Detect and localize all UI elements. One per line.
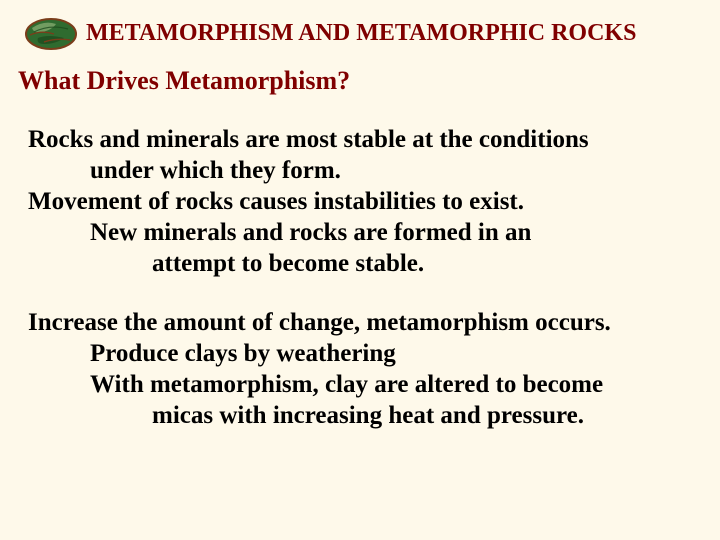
body-line: Movement of rocks causes instabilities t… [28, 186, 696, 217]
rock-icon [24, 14, 78, 52]
paragraph-block: Rocks and minerals are most stable at th… [28, 124, 696, 279]
body-line: Rocks and minerals are most stable at th… [28, 124, 696, 155]
body-line: With metamorphism, clay are altered to b… [90, 369, 696, 400]
body-line: attempt to become stable. [152, 248, 696, 279]
body-line: Produce clays by weathering [90, 338, 696, 369]
paragraph-block: Increase the amount of change, metamorph… [28, 307, 696, 431]
body-line: New minerals and rocks are formed in an [90, 217, 696, 248]
slide-title: METAMORPHISM AND METAMORPHIC ROCKS [86, 20, 636, 47]
slide-container: METAMORPHISM AND METAMORPHIC ROCKS What … [0, 0, 720, 540]
body-line: under which they form. [90, 155, 696, 186]
header-row: METAMORPHISM AND METAMORPHIC ROCKS [24, 14, 696, 52]
slide-subtitle: What Drives Metamorphism? [18, 66, 696, 96]
body-line: micas with increasing heat and pressure. [152, 400, 696, 431]
body-line: Increase the amount of change, metamorph… [28, 307, 696, 338]
body-content: Rocks and minerals are most stable at th… [28, 124, 696, 431]
